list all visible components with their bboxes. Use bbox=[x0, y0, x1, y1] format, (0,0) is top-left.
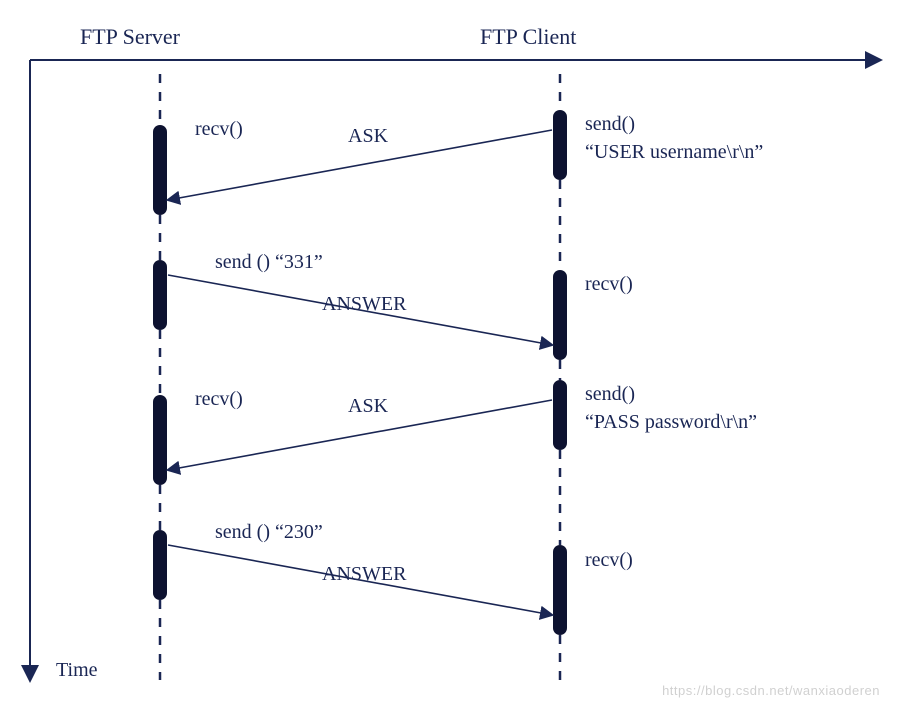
sequence-diagram: Time FTP Server FTP Client ASK ANSWER ASK ANSW… bbox=[0, 0, 900, 710]
side-label: recv() bbox=[585, 549, 633, 571]
message-label: ASK bbox=[348, 395, 389, 417]
side-label: send () “331” bbox=[215, 251, 323, 273]
message-label: ANSWER bbox=[322, 563, 407, 585]
side-label: send () “230” bbox=[215, 521, 323, 543]
activation-bar bbox=[153, 125, 167, 215]
side-label: send() bbox=[585, 113, 635, 135]
side-label: “PASS password\r\n” bbox=[585, 411, 757, 433]
side-label: recv() bbox=[195, 118, 243, 140]
side-label: “USER username\r\n” bbox=[585, 141, 763, 163]
participant-server-title: FTP Server bbox=[80, 24, 181, 49]
activation-bar bbox=[553, 110, 567, 180]
activation-bar bbox=[553, 545, 567, 635]
side-label: recv() bbox=[585, 273, 633, 295]
activation-bar bbox=[153, 530, 167, 600]
time-axis-label: Time bbox=[56, 659, 98, 681]
participant-client-title: FTP Client bbox=[480, 24, 576, 49]
side-label: recv() bbox=[195, 388, 243, 410]
side-label: send() bbox=[585, 383, 635, 405]
watermark-text: https://blog.csdn.net/wanxiaoderen bbox=[662, 683, 880, 698]
message-label: ANSWER bbox=[322, 293, 407, 315]
activation-bar bbox=[153, 395, 167, 485]
diagram-layer: Time FTP Server FTP Client ASK ANSWER ASK ANSW… bbox=[30, 24, 880, 681]
activation-bar bbox=[553, 380, 567, 450]
activation-bar bbox=[553, 270, 567, 360]
message-label: ASK bbox=[348, 125, 389, 147]
activation-bar bbox=[153, 260, 167, 330]
